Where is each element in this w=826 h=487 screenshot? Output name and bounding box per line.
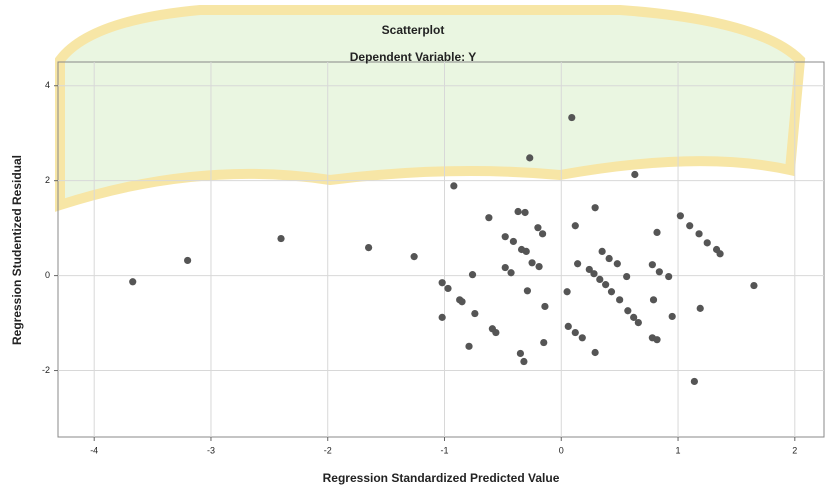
point bbox=[704, 239, 711, 246]
point bbox=[439, 279, 446, 286]
point bbox=[450, 182, 457, 189]
point bbox=[541, 303, 548, 310]
point bbox=[539, 230, 546, 237]
point bbox=[129, 278, 136, 285]
chart-subtitle: Dependent Variable: Y bbox=[350, 50, 477, 64]
point bbox=[695, 230, 702, 237]
point bbox=[574, 260, 581, 267]
point bbox=[653, 229, 660, 236]
point bbox=[653, 336, 660, 343]
x-tick-label: -3 bbox=[207, 445, 215, 455]
watermark bbox=[60, 10, 800, 205]
point bbox=[521, 209, 528, 216]
point bbox=[444, 285, 451, 292]
point bbox=[631, 171, 638, 178]
point bbox=[649, 261, 656, 268]
x-tick-label: 0 bbox=[559, 445, 564, 455]
point bbox=[579, 334, 586, 341]
y-tick-label: 2 bbox=[45, 175, 50, 185]
point bbox=[507, 269, 514, 276]
point bbox=[502, 233, 509, 240]
point bbox=[691, 378, 698, 385]
chart: Scatterplot Dependent Variable: Y Regres… bbox=[0, 0, 826, 487]
x-tick-label: 1 bbox=[676, 445, 681, 455]
point bbox=[596, 276, 603, 283]
x-tick-label: 2 bbox=[792, 445, 797, 455]
point bbox=[592, 349, 599, 356]
point bbox=[517, 350, 524, 357]
point bbox=[590, 270, 597, 277]
point bbox=[465, 343, 472, 350]
point bbox=[572, 329, 579, 336]
point bbox=[716, 250, 723, 257]
point bbox=[526, 154, 533, 161]
point bbox=[277, 235, 284, 242]
point bbox=[365, 244, 372, 251]
point bbox=[523, 248, 530, 255]
point bbox=[677, 212, 684, 219]
point bbox=[540, 339, 547, 346]
point bbox=[635, 319, 642, 326]
point bbox=[471, 310, 478, 317]
point bbox=[568, 114, 575, 121]
x-tick-label: -4 bbox=[90, 445, 98, 455]
point bbox=[528, 259, 535, 266]
x-axis-label: Regression Standardized Predicted Value bbox=[323, 471, 560, 485]
point bbox=[665, 273, 672, 280]
point bbox=[650, 296, 657, 303]
y-axis-label: Regression Studentized Residual bbox=[10, 155, 24, 345]
point bbox=[524, 287, 531, 294]
point bbox=[697, 305, 704, 312]
point bbox=[616, 296, 623, 303]
point bbox=[565, 323, 572, 330]
point bbox=[184, 257, 191, 264]
y-tick-label: 0 bbox=[45, 270, 50, 280]
page: {"chart_data": {"type": "scatter", "titl… bbox=[0, 0, 826, 487]
point bbox=[535, 263, 542, 270]
point bbox=[623, 273, 630, 280]
chart-title: Scatterplot bbox=[382, 23, 445, 37]
y-tick-label: -2 bbox=[42, 365, 50, 375]
point bbox=[492, 329, 499, 336]
point bbox=[614, 260, 621, 267]
point bbox=[534, 224, 541, 231]
point bbox=[520, 358, 527, 365]
point bbox=[469, 271, 476, 278]
point bbox=[592, 204, 599, 211]
point bbox=[624, 307, 631, 314]
point bbox=[686, 222, 693, 229]
point bbox=[439, 314, 446, 321]
point bbox=[564, 288, 571, 295]
point bbox=[669, 313, 676, 320]
point bbox=[608, 288, 615, 295]
point bbox=[411, 253, 418, 260]
x-tick-label: -2 bbox=[324, 445, 332, 455]
point bbox=[502, 264, 509, 271]
point bbox=[572, 222, 579, 229]
point bbox=[656, 268, 663, 275]
point bbox=[606, 255, 613, 262]
point bbox=[458, 298, 465, 305]
x-tick-label: -1 bbox=[440, 445, 448, 455]
point bbox=[750, 282, 757, 289]
point bbox=[485, 214, 492, 221]
y-tick-label: 4 bbox=[45, 80, 50, 90]
point bbox=[602, 281, 609, 288]
point bbox=[510, 238, 517, 245]
point bbox=[599, 248, 606, 255]
point bbox=[514, 208, 521, 215]
